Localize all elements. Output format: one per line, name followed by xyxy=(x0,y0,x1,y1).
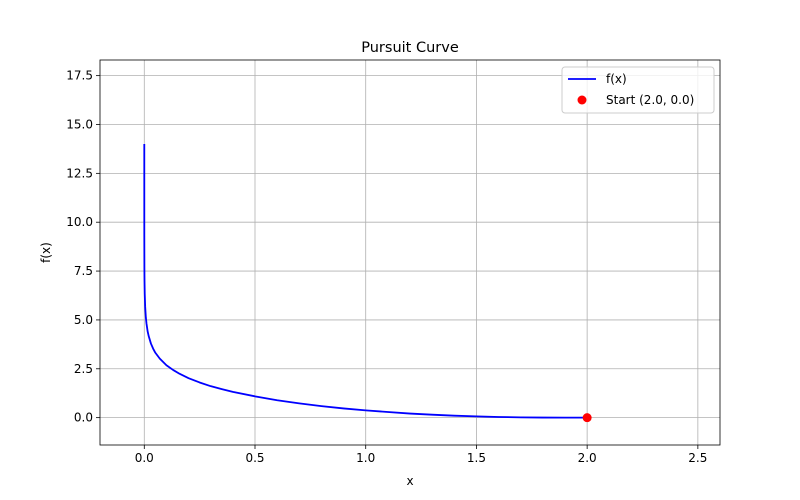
y-tick-label: 7.5 xyxy=(74,264,93,278)
x-tick-label: 0.0 xyxy=(135,451,154,465)
y-tick-label: 17.5 xyxy=(66,69,93,83)
legend-label-line-series: f(x) xyxy=(606,72,627,86)
y-tick-label: 0.0 xyxy=(74,411,93,425)
y-tick-label: 10.0 xyxy=(66,215,93,229)
legend-label-start-point: Start (2.0, 0.0) xyxy=(606,93,694,107)
y-tick-label: 5.0 xyxy=(74,313,93,327)
grid xyxy=(100,60,720,445)
x-tick-label: 1.0 xyxy=(356,451,375,465)
x-axis-label: x xyxy=(406,474,413,488)
y-tick-label: 2.5 xyxy=(74,362,93,376)
legend-swatch-marker xyxy=(577,95,587,105)
x-tick-label: 0.5 xyxy=(245,451,264,465)
x-tick-label: 2.0 xyxy=(578,451,597,465)
x-tick-label: 1.5 xyxy=(467,451,486,465)
ticks: 0.0 0.5 1.0 1.5 2.0 2.5 0.0 2.5 5.0 7.5 10.0 12.5 15… xyxy=(66,69,707,465)
y-tick-label: 12.5 xyxy=(66,166,93,180)
x-tick-label: 2.5 xyxy=(688,451,707,465)
plot-frame xyxy=(99,59,721,446)
legend-box xyxy=(561,66,715,114)
chart-title: Pursuit Curve xyxy=(361,40,459,56)
start-point-marker xyxy=(582,413,592,423)
plot-series xyxy=(143,144,592,423)
pursuit-curve-line xyxy=(143,144,588,419)
legend: f(x) Start (2.0, 0.0) xyxy=(561,66,715,114)
y-tick-label: 15.0 xyxy=(66,117,93,131)
y-axis-label: f(x) xyxy=(39,242,53,263)
